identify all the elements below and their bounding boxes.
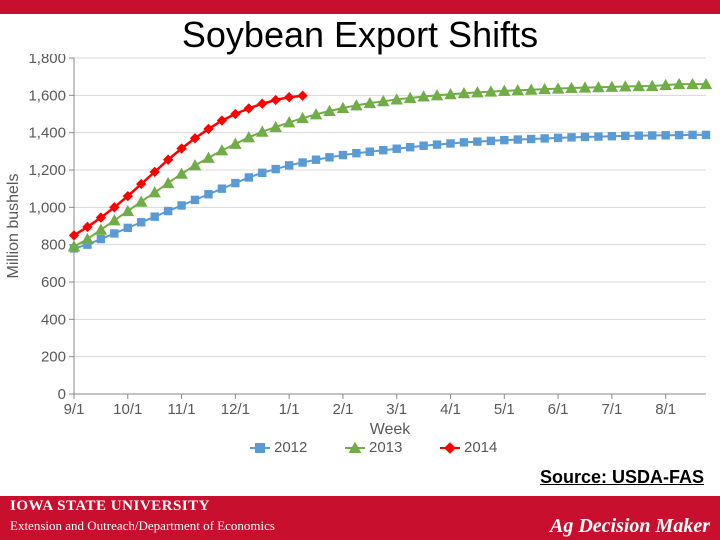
adm-text: Ag Decision Maker xyxy=(550,515,710,537)
top-accent-bar xyxy=(0,0,720,14)
chart-container: 02004006008001,0001,2001,4001,6001,800Mi… xyxy=(0,54,720,464)
department-label: Extension and Outreach/Department of Eco… xyxy=(10,518,275,534)
svg-text:Million bushels: Million bushels xyxy=(5,174,22,279)
svg-text:10/1: 10/1 xyxy=(113,401,142,418)
svg-text:4/1: 4/1 xyxy=(440,401,461,418)
slide: Soybean Export Shifts 02004006008001,000… xyxy=(0,0,720,540)
svg-text:1/1: 1/1 xyxy=(279,401,300,418)
isu-name: IOWA STATE UNIVERSITY xyxy=(10,498,210,514)
svg-text:2012: 2012 xyxy=(274,439,307,456)
svg-text:400: 400 xyxy=(41,311,66,328)
svg-text:800: 800 xyxy=(41,237,66,254)
line-chart: 02004006008001,0001,2001,4001,6001,800Mi… xyxy=(0,54,720,464)
svg-text:200: 200 xyxy=(41,349,66,366)
svg-text:11/1: 11/1 xyxy=(168,401,196,418)
svg-text:1,800: 1,800 xyxy=(28,54,66,67)
svg-text:Week: Week xyxy=(370,421,412,438)
svg-text:7/1: 7/1 xyxy=(601,401,622,418)
svg-text:9/1: 9/1 xyxy=(64,401,85,418)
ag-decision-maker-label: Ag Decision Maker xyxy=(550,515,710,538)
svg-text:1,400: 1,400 xyxy=(28,125,66,142)
footer-bar: IOWA STATE UNIVERSITY Extension and Outr… xyxy=(0,496,720,540)
svg-text:6/1: 6/1 xyxy=(548,401,569,418)
svg-text:1,600: 1,600 xyxy=(28,87,66,104)
slide-title: Soybean Export Shifts xyxy=(0,14,720,56)
svg-text:5/1: 5/1 xyxy=(494,401,515,418)
svg-text:2/1: 2/1 xyxy=(333,401,354,418)
svg-text:3/1: 3/1 xyxy=(386,401,407,418)
source-label: Source: USDA-FAS xyxy=(540,467,704,488)
svg-text:2014: 2014 xyxy=(464,439,497,456)
svg-text:1,200: 1,200 xyxy=(28,162,66,179)
svg-text:600: 600 xyxy=(41,274,66,291)
svg-text:2013: 2013 xyxy=(369,439,402,456)
svg-text:12/1: 12/1 xyxy=(221,401,250,418)
svg-text:8/1: 8/1 xyxy=(655,401,676,418)
svg-text:1,000: 1,000 xyxy=(28,199,66,216)
isu-logo-text: IOWA STATE UNIVERSITY xyxy=(10,498,210,515)
